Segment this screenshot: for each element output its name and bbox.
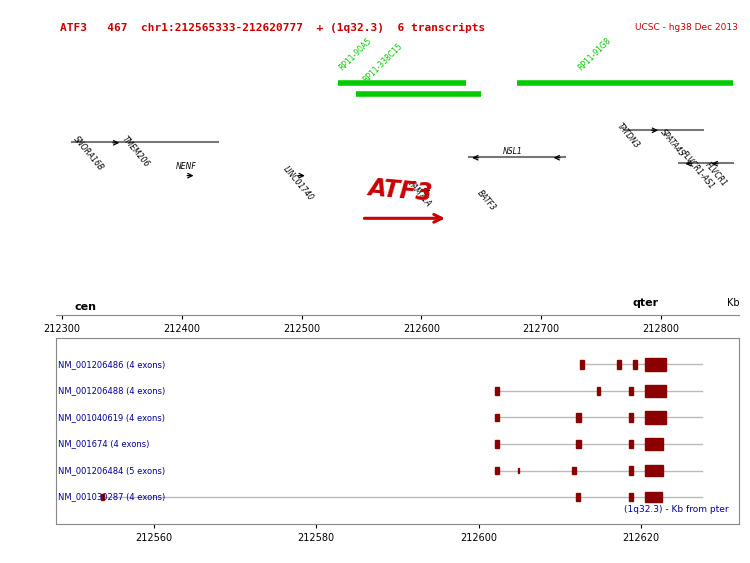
- Text: FLVCR1: FLVCR1: [703, 160, 728, 188]
- Bar: [576, 440, 580, 448]
- Text: RP11-90A5: RP11-90A5: [338, 36, 374, 72]
- Bar: [580, 360, 584, 369]
- Bar: [629, 493, 633, 501]
- Bar: [629, 387, 633, 395]
- Bar: [629, 440, 633, 448]
- Text: TATDN3: TATDN3: [616, 122, 641, 150]
- Text: qter: qter: [633, 298, 659, 309]
- Text: TMEM206: TMEM206: [120, 134, 151, 168]
- Text: Kb: Kb: [728, 298, 740, 309]
- Text: cen: cen: [74, 302, 96, 312]
- Text: ATF3: ATF3: [368, 176, 434, 205]
- Bar: [518, 468, 519, 473]
- Text: NM_001206484 (5 exons): NM_001206484 (5 exons): [58, 466, 165, 475]
- Bar: [576, 493, 580, 501]
- Text: NM_001206488 (4 exons): NM_001206488 (4 exons): [58, 386, 165, 395]
- Bar: [645, 358, 666, 370]
- Bar: [495, 467, 499, 474]
- Text: BATF3: BATF3: [476, 189, 497, 213]
- Text: NM_001030287 (4 exons): NM_001030287 (4 exons): [58, 493, 165, 502]
- Text: FAM71A: FAM71A: [406, 180, 433, 209]
- Bar: [629, 413, 633, 422]
- Text: ATF3   467  chr1:212565333-212620777  + (1q32.3)  6 transcripts: ATF3 467 chr1:212565333-212620777 + (1q3…: [60, 23, 485, 33]
- Bar: [572, 467, 576, 474]
- Bar: [576, 413, 580, 422]
- Bar: [645, 439, 663, 449]
- Bar: [633, 360, 638, 369]
- Text: SPATA4S: SPATA4S: [658, 127, 686, 158]
- Bar: [629, 466, 633, 475]
- Bar: [645, 385, 666, 397]
- Text: (1q32.3) - Kb from pter: (1q32.3) - Kb from pter: [624, 506, 728, 515]
- Text: NSL1: NSL1: [503, 146, 523, 155]
- Text: LINC01740: LINC01740: [281, 165, 315, 203]
- Text: RP11-91G8: RP11-91G8: [577, 35, 614, 72]
- Bar: [495, 414, 499, 421]
- Text: RP11-338C15: RP11-338C15: [362, 41, 404, 84]
- Text: NM_001674 (4 exons): NM_001674 (4 exons): [58, 440, 149, 449]
- Text: NM_001206486 (4 exons): NM_001206486 (4 exons): [58, 360, 165, 369]
- Text: NM_001040619 (4 exons): NM_001040619 (4 exons): [58, 413, 165, 422]
- Bar: [645, 411, 666, 424]
- Text: SNORA16B: SNORA16B: [72, 134, 106, 172]
- Bar: [495, 440, 499, 448]
- Bar: [617, 360, 620, 369]
- Text: FLVCR1-AS1: FLVCR1-AS1: [679, 150, 716, 191]
- Text: NENF: NENF: [176, 162, 197, 171]
- Text: UCSC - hg38 Dec 2013: UCSC - hg38 Dec 2013: [634, 23, 737, 32]
- Bar: [645, 465, 663, 476]
- Bar: [495, 387, 499, 395]
- Bar: [596, 387, 600, 395]
- Bar: [645, 492, 662, 502]
- Bar: [101, 494, 104, 500]
